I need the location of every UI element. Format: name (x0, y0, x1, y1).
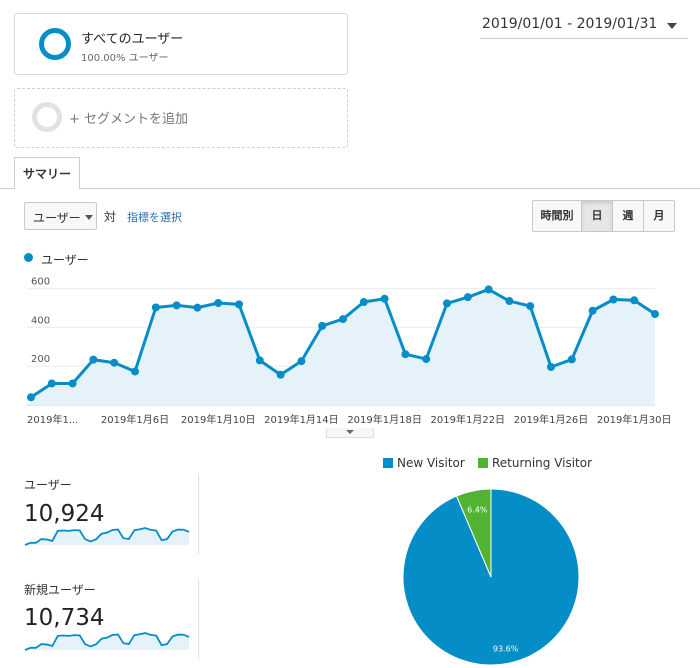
x-tick-label: 2019年1月18日 (347, 413, 422, 426)
visitor-type-pie-chart: 93.6% 6.4% (402, 488, 580, 666)
segment-title: すべてのユーザー (81, 32, 184, 47)
pie-legend-new-visitor[interactable]: New Visitor (397, 456, 465, 470)
x-tick-label: 2019年1月26日 (514, 413, 589, 426)
pie-legend-swatch (478, 458, 488, 468)
segment-ring-icon (39, 28, 71, 60)
sparkline-users-label: ユーザー (24, 478, 72, 492)
empty-segment-ring-icon (32, 102, 62, 132)
legend-marker (24, 253, 33, 262)
data-point (443, 299, 451, 308)
sparkline-new-users-label: 新規ユーザー (24, 583, 96, 597)
metric-select-value: ユーザー (33, 211, 81, 225)
data-point (463, 293, 472, 302)
x-tick-label: 2019年1月30日 (597, 413, 672, 426)
data-point (27, 393, 35, 402)
granularity-buttons: 時間別 日 週 月 (532, 200, 675, 232)
y-tick-label: 400 (31, 315, 50, 326)
sparkline-users-chart (24, 527, 190, 546)
chevron-down-icon (85, 215, 93, 220)
data-point (110, 358, 119, 367)
data-point (505, 297, 514, 306)
vs-label: 対 (104, 210, 117, 224)
data-point (214, 298, 223, 307)
data-point (380, 294, 389, 303)
divider (198, 474, 199, 554)
sparkline-users-value: 10,924 (24, 501, 105, 527)
x-tick-label: 2019年1月10日 (181, 413, 256, 426)
users-line-chart: 200 400 600 2019年1... 2019年1月6日 2019年1月10日 201… (27, 277, 672, 426)
granularity-month-button[interactable]: 月 (643, 201, 674, 231)
date-range-underline (480, 38, 688, 39)
data-point (47, 379, 56, 388)
sparkline-new-users-value: 10,734 (24, 605, 105, 631)
data-point (131, 367, 139, 376)
data-point (567, 355, 576, 364)
sparkline-area (25, 633, 189, 650)
data-point (318, 321, 327, 330)
data-point (276, 370, 285, 379)
data-point (526, 302, 535, 311)
pie-slice-label: 6.4% (467, 506, 488, 515)
y-tick-label: 600 (31, 277, 50, 288)
y-tick-label: 200 (31, 354, 50, 365)
segment-subtitle: 100.00% ユーザー (81, 53, 169, 64)
add-segment-card[interactable]: + セグメントを追加 (14, 88, 348, 148)
data-point (422, 355, 431, 364)
chart-expand-toggle[interactable] (326, 428, 374, 438)
data-point (359, 298, 368, 307)
granularity-day-button[interactable]: 日 (581, 201, 612, 231)
sparkline-area (25, 528, 189, 545)
data-point (255, 356, 264, 365)
data-point (151, 303, 160, 312)
chevron-down-icon[interactable] (667, 23, 677, 29)
sparkline-new-users-chart (24, 632, 190, 651)
date-range-picker[interactable]: 2019/01/01 - 2019/01/31 (482, 16, 658, 32)
granularity-hourly-button[interactable]: 時間別 (540, 209, 574, 222)
x-tick-label: 2019年1... (27, 413, 78, 426)
tab-divider (80, 188, 700, 189)
tab-summary[interactable]: サマリー (14, 157, 80, 189)
divider (198, 579, 199, 659)
pie-legend-swatch (383, 458, 393, 468)
data-point (89, 355, 98, 364)
add-segment-label: + セグメントを追加 (69, 112, 189, 127)
x-tick-label: 2019年1月22日 (431, 413, 506, 426)
data-point (235, 300, 243, 309)
data-point (547, 362, 555, 371)
granularity-week-button[interactable]: 週 (612, 201, 643, 231)
data-point (484, 285, 493, 294)
data-point (172, 301, 181, 310)
series-area (31, 289, 655, 405)
sparkline-line (24, 527, 190, 546)
select-metric-link[interactable]: 指標を選択 (127, 211, 182, 224)
tab-divider (0, 188, 14, 189)
legend-label[interactable]: ユーザー (41, 253, 89, 267)
pie-slice-1 (455, 488, 492, 578)
data-point (193, 303, 202, 312)
data-point (588, 306, 597, 315)
x-tick-label: 2019年1月6日 (101, 413, 169, 426)
data-point (297, 357, 306, 366)
data-point (651, 310, 659, 319)
data-point (401, 350, 410, 359)
segment-card-all-users[interactable]: すべてのユーザー 100.00% ユーザー (14, 13, 348, 75)
sparkline-line (24, 632, 190, 651)
metric-select[interactable]: ユーザー (24, 202, 97, 230)
data-point (339, 315, 347, 324)
x-tick-label: 2019年1月14日 (264, 413, 339, 426)
data-point (630, 296, 639, 305)
pie-slice-label: 93.6% (493, 645, 519, 654)
data-point (609, 295, 618, 304)
pie-legend-returning-visitor[interactable]: Returning Visitor (492, 456, 593, 470)
data-point (68, 379, 77, 388)
